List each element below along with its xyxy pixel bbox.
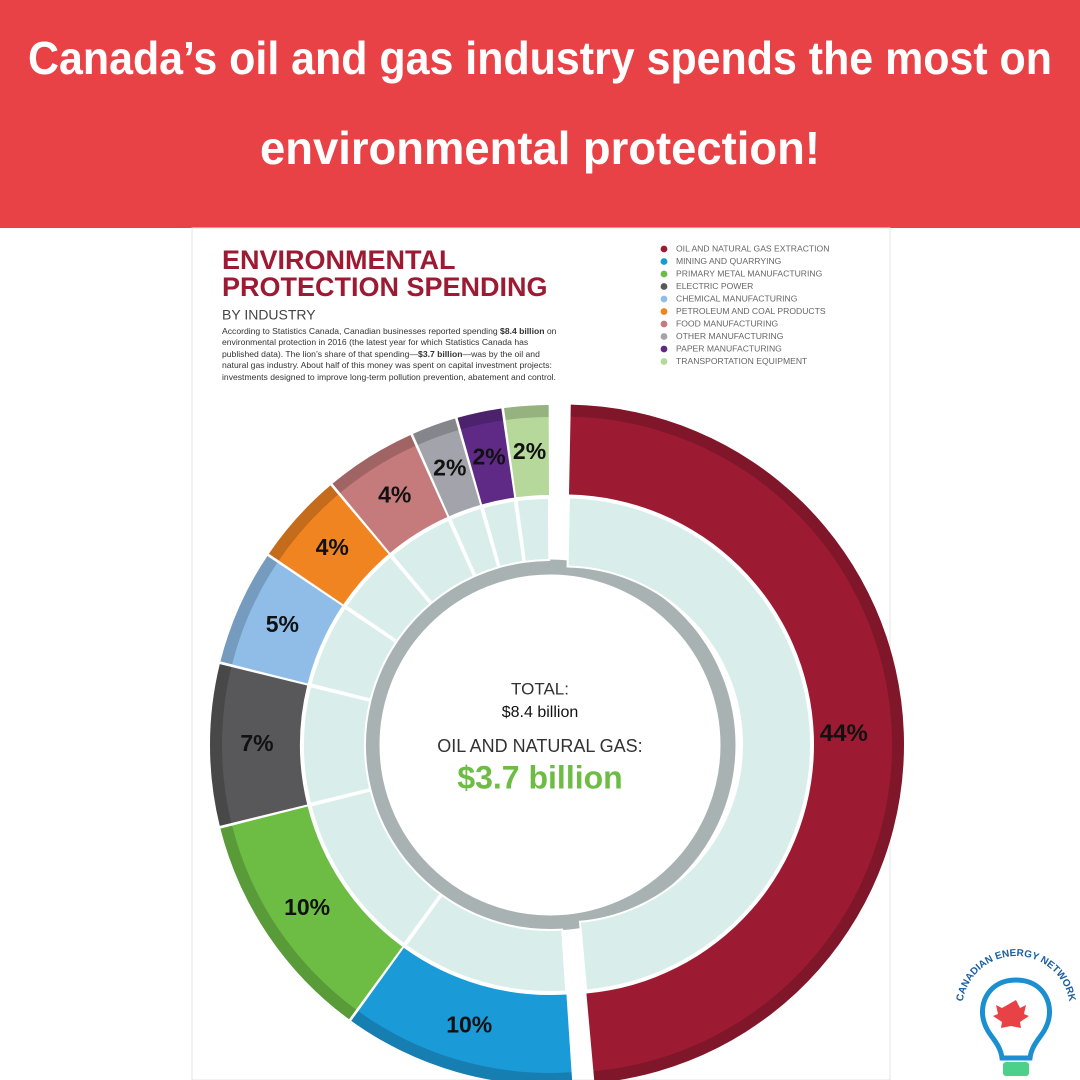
segment bbox=[351, 947, 573, 1080]
value-label: 2% bbox=[433, 455, 466, 481]
segment-inner bbox=[309, 606, 398, 701]
segment bbox=[504, 405, 549, 498]
legend-label: PETROLEUM AND COAL PRODUCTS bbox=[676, 306, 826, 316]
segment-inner bbox=[404, 893, 568, 993]
center-text: $3.7 billion bbox=[457, 759, 622, 795]
legend-swatch bbox=[660, 245, 668, 253]
value-label: 10% bbox=[446, 1012, 492, 1038]
segment bbox=[268, 485, 389, 605]
description-part: $8.4 billion bbox=[500, 326, 545, 336]
legend-label: TRANSPORTATION EQUIPMENT bbox=[676, 356, 808, 366]
chart-title-line: ENVIRONMENTAL bbox=[222, 245, 456, 275]
legend-label: MINING AND QUARRYING bbox=[676, 256, 782, 266]
segment-edge bbox=[220, 825, 357, 1020]
legend-swatch bbox=[660, 345, 668, 353]
legend-swatch bbox=[660, 333, 668, 340]
logo-bulb bbox=[980, 977, 1052, 1061]
segment-inner bbox=[344, 555, 432, 643]
segment-inner bbox=[449, 506, 500, 578]
inner-ring bbox=[364, 559, 736, 931]
legend-label: PAPER MANUFACTURING bbox=[676, 343, 782, 353]
legend: OIL AND NATURAL GAS EXTRACTION MINING AND… bbox=[660, 243, 829, 366]
legend-swatch bbox=[660, 283, 668, 290]
description-part: According to Statistics Canada, Canadian… bbox=[222, 326, 501, 336]
description: According to Statistics Canada, Canadian… bbox=[222, 326, 562, 383]
segment-inner bbox=[302, 684, 372, 806]
legend-label: OTHER MANUFACTURING bbox=[676, 331, 784, 341]
center-text: TOTAL: bbox=[511, 679, 569, 698]
segment bbox=[220, 806, 403, 1020]
legend-swatch bbox=[660, 358, 668, 365]
center-text: OIL AND NATURAL GAS: bbox=[437, 736, 642, 756]
legend-label: ELECTRIC POWER bbox=[676, 281, 753, 291]
center bbox=[380, 575, 720, 915]
description-part: $3.7 billion bbox=[418, 348, 463, 359]
value-label: 2% bbox=[513, 438, 546, 464]
segment bbox=[332, 434, 448, 553]
segment bbox=[568, 404, 904, 1080]
segment-edge bbox=[220, 556, 278, 665]
chart-title-line: PROTECTION SPENDING bbox=[222, 272, 548, 302]
segment-inner bbox=[566, 496, 812, 992]
value-label: 4% bbox=[378, 482, 411, 508]
legend-label: PRIMARY METAL MANUFACTURING bbox=[676, 268, 823, 278]
value-label: 5% bbox=[266, 611, 299, 637]
legend-swatch bbox=[660, 270, 668, 278]
segment bbox=[220, 556, 343, 684]
center-text: $8.4 billion bbox=[502, 704, 579, 721]
logo: CANADIAN ENERGY NETWORK bbox=[955, 948, 1078, 1076]
logo-text: CANADIAN ENERGY NETWORK bbox=[955, 948, 1078, 1003]
legend-label: CHEMICAL MANUFACTURING bbox=[676, 293, 798, 303]
value-label: 7% bbox=[240, 730, 273, 756]
segment-inner bbox=[515, 496, 551, 563]
logo-text-path: CANADIAN ENERGY NETWORK bbox=[955, 948, 1078, 1003]
segment-inner bbox=[481, 499, 525, 569]
legend-swatch bbox=[660, 308, 668, 315]
legend-label: OIL AND NATURAL GAS EXTRACTION bbox=[676, 243, 829, 253]
segment-edge bbox=[457, 408, 504, 430]
donut: 44%10%10%7%5%4%4%2% 2% 2%TOTAL:$8.4 billio… bbox=[210, 404, 904, 1080]
description-part: —was by the oil and natural gas industry… bbox=[222, 348, 556, 382]
description-part: on environmental protection in 2016 (the… bbox=[222, 326, 557, 359]
chart-subtitle: BY INDUSTRY bbox=[222, 307, 316, 323]
segment-edge bbox=[332, 434, 416, 493]
value-label: 10% bbox=[284, 894, 330, 920]
legend-swatch bbox=[660, 295, 668, 303]
segment bbox=[412, 418, 481, 517]
segment-edge bbox=[412, 418, 459, 445]
value-label: 2% bbox=[472, 443, 505, 469]
legend-label: FOOD MANUFACTURING bbox=[676, 318, 778, 328]
segment-edge bbox=[210, 664, 232, 826]
value-label: 4% bbox=[316, 534, 349, 560]
headline: environmental protection! bbox=[260, 122, 820, 174]
segment-edge bbox=[504, 405, 549, 421]
legend-swatch bbox=[660, 320, 668, 328]
headline: Canada’s oil and gas industry spends the… bbox=[28, 32, 1052, 84]
segment-inner bbox=[309, 789, 443, 946]
segment-edge bbox=[268, 485, 339, 561]
segment-inner bbox=[390, 518, 476, 605]
segment bbox=[210, 664, 308, 826]
segment bbox=[457, 408, 515, 505]
logo-leaf bbox=[993, 1000, 1029, 1028]
logo-base bbox=[1003, 1062, 1029, 1076]
segment-edge bbox=[351, 1011, 573, 1080]
chart-title: ENVIRONMENTAL PROTECTION SPENDING bbox=[222, 245, 548, 302]
banner bbox=[0, 0, 1080, 228]
legend-swatch bbox=[660, 258, 668, 265]
value-label: 44% bbox=[820, 720, 868, 747]
